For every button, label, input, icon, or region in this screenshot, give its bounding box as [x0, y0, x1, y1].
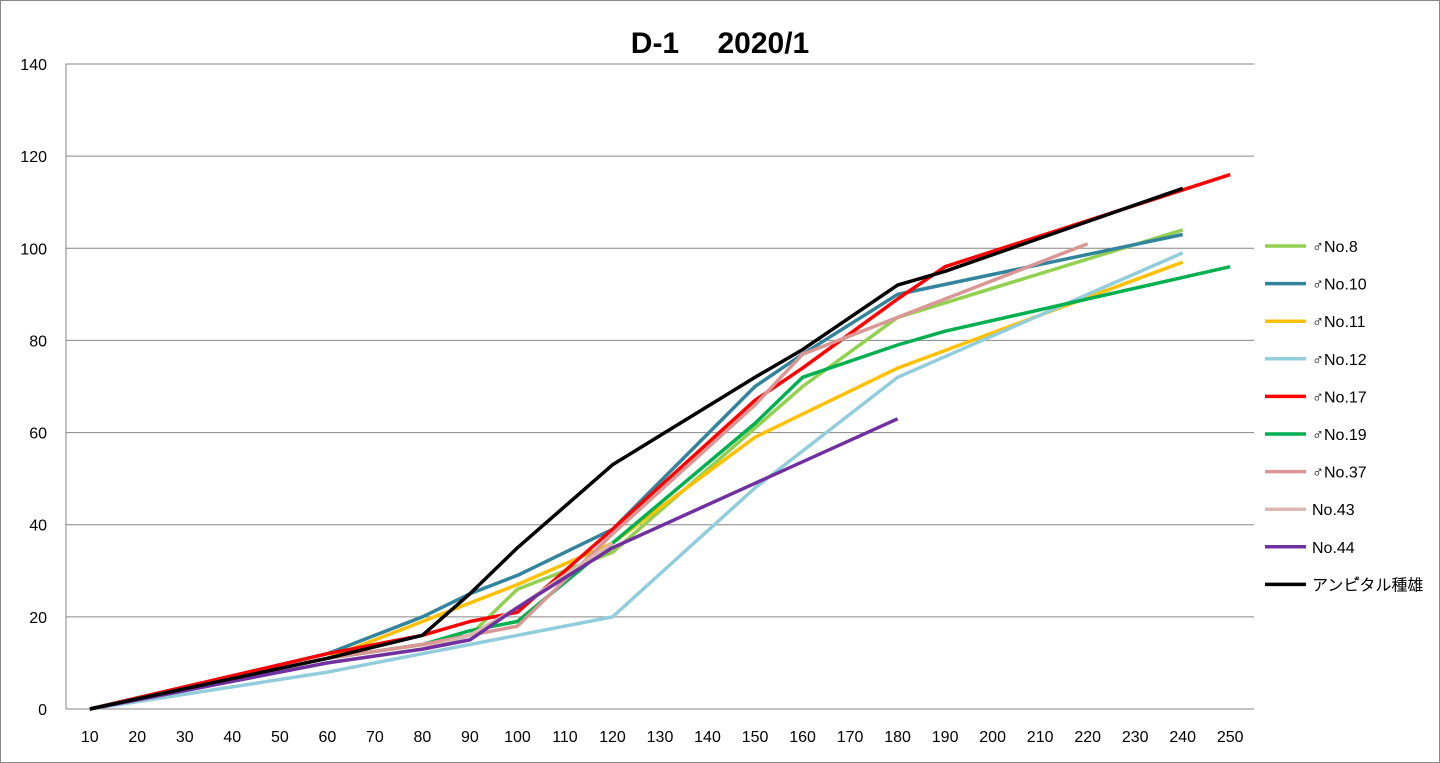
legend-label: ♂No.8: [1312, 239, 1358, 256]
y-tick-label: 20: [29, 610, 47, 627]
x-tick-label: 70: [366, 729, 384, 746]
x-tick-label: 20: [128, 729, 146, 746]
series-lines: [89, 172, 1231, 711]
series-line-9: [89, 186, 1184, 711]
legend-label: No.44: [1312, 540, 1355, 557]
x-tick-label: 100: [504, 729, 531, 746]
x-tick-label: 50: [271, 729, 289, 746]
x-tick-label: 10: [81, 729, 99, 746]
legend-label: ♂No.19: [1312, 427, 1367, 444]
x-tick-label: 130: [647, 729, 674, 746]
legend-label: ♂No.17: [1312, 389, 1367, 406]
x-tick-label: 180: [884, 729, 911, 746]
y-tick-label: 40: [29, 518, 47, 535]
x-tick-label: 170: [837, 729, 864, 746]
legend-label: ♂No.10: [1312, 277, 1367, 294]
x-tick-label: 160: [789, 729, 816, 746]
legend-label: ♂No.12: [1312, 352, 1367, 369]
x-tick-label: 120: [599, 729, 626, 746]
series-line-3: [89, 251, 1184, 711]
y-tick-label: 100: [20, 241, 47, 258]
x-tick-label: 90: [461, 729, 479, 746]
y-tick-label: 60: [29, 426, 47, 443]
legend-label: No.43: [1312, 502, 1355, 519]
x-tick-label: 220: [1074, 729, 1101, 746]
x-tick-label: 230: [1122, 729, 1149, 746]
legend-label: ♂No.37: [1312, 465, 1367, 482]
x-tick-label: 140: [694, 729, 721, 746]
x-tick-label: 150: [742, 729, 769, 746]
axes: 0 20 40 60 80 100 120 140 10 20 30 40 50 60 70 80 90 100 1…: [20, 57, 1254, 746]
legend-label: アンビ゚タル種雄: [1312, 576, 1423, 594]
y-tick-label: 80: [29, 333, 47, 350]
series-line-1: [89, 232, 1184, 711]
y-tick-label: 0: [38, 702, 47, 719]
x-tick-label: 200: [979, 729, 1006, 746]
legend: ♂No.8 ♂No.10 ♂No.11 ♂No.12 ♂No.17 ♂No.19 ♂No.3…: [1265, 239, 1423, 594]
x-tick-label: 30: [176, 729, 194, 746]
gridlines: [66, 63, 1254, 618]
x-tick-label: 190: [932, 729, 959, 746]
x-tick-label: 250: [1217, 729, 1244, 746]
x-tick-label: 210: [1027, 729, 1054, 746]
series-line-2: [89, 260, 1184, 711]
y-tick-label: 140: [20, 57, 47, 74]
x-tick-label: 60: [318, 729, 336, 746]
x-tick-label: 110: [552, 729, 578, 746]
x-tick-label: 240: [1169, 729, 1196, 746]
legend-label: ♂No.11: [1312, 314, 1366, 331]
y-tick-label: 120: [20, 149, 47, 166]
series-line-6: [89, 242, 1089, 711]
chart-title: D-1 2020/1: [631, 27, 809, 60]
x-tick-label: 80: [414, 729, 432, 746]
x-tick-label: 40: [223, 729, 241, 746]
series-line-8: [89, 417, 899, 711]
